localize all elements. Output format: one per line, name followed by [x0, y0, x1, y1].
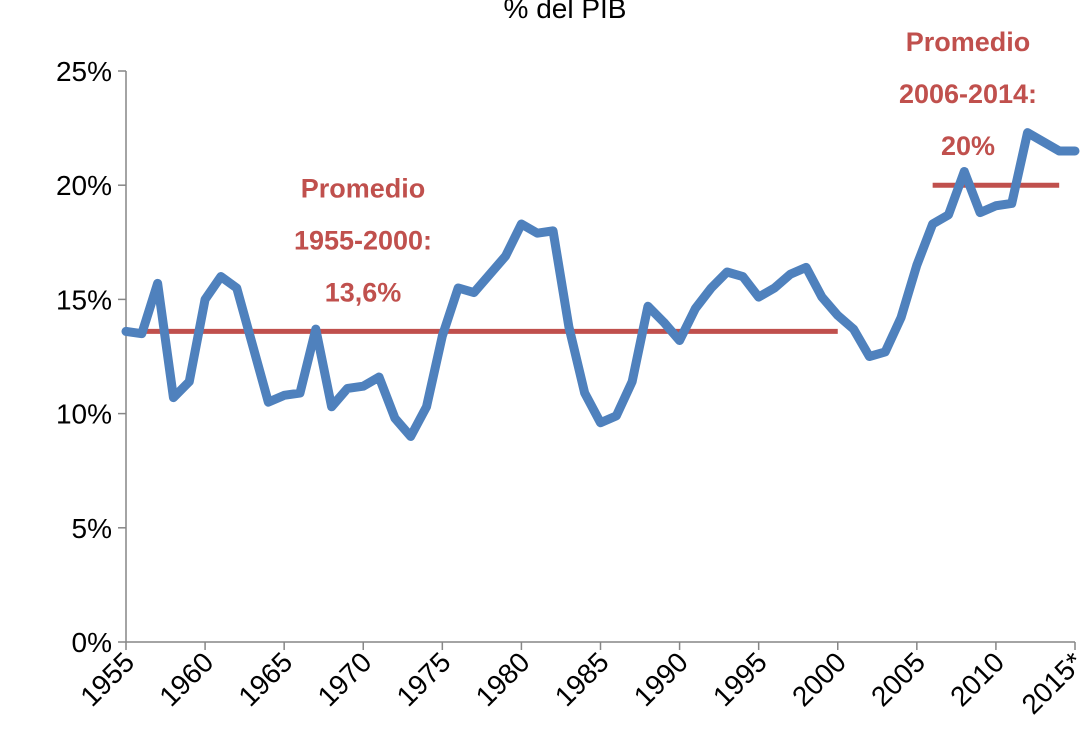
chart-title: % del PIB [504, 0, 627, 24]
x-tick-label: 1985 [549, 646, 615, 712]
x-tick-label: 1975 [391, 646, 457, 712]
x-tick-label: 2005 [865, 646, 931, 712]
annotation: 1955-2000: [294, 225, 432, 255]
x-tick-label: 2000 [786, 646, 852, 712]
y-tick-label: 20% [56, 170, 112, 201]
y-tick-label: 10% [56, 399, 112, 430]
annotation: 2006-2014: [899, 79, 1037, 109]
annotation: Promedio [301, 173, 426, 203]
x-tick-label: 1980 [470, 646, 536, 712]
data-line [121, 128, 1080, 441]
x-tick-label: 1965 [232, 646, 298, 712]
y-tick-label: 25% [56, 56, 112, 87]
annotation: Promedio [906, 27, 1031, 57]
x-tick-label: 1995 [707, 646, 773, 712]
y-tick-label: 5% [72, 513, 112, 544]
x-tick-label: 2015* [1016, 646, 1083, 720]
x-tick-label: 1990 [628, 646, 694, 712]
x-tick-label: 1960 [153, 646, 219, 712]
annotation: 20% [941, 131, 995, 161]
x-tick-label: 1970 [312, 646, 378, 712]
x-tick-label: 2010 [944, 646, 1010, 712]
y-tick-label: 15% [56, 284, 112, 315]
annotation: 13,6% [325, 277, 402, 307]
y-tick-label: 0% [72, 627, 112, 658]
